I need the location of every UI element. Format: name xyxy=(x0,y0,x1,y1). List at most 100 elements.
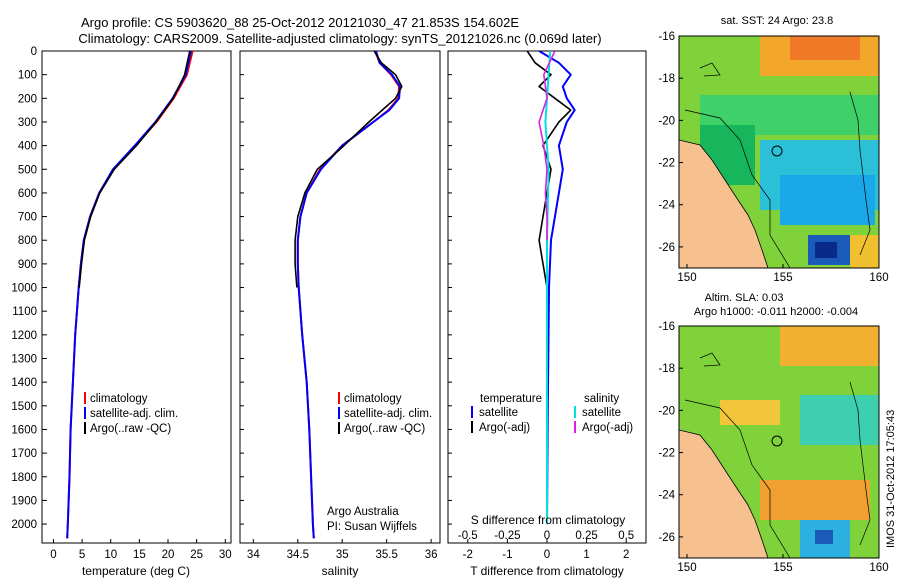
legend-label-s-satellite: satellite xyxy=(582,407,621,419)
temperature-x-axis: 0 5 10 15 20 25 30 xyxy=(50,539,232,561)
depth-tick-label: 1200 xyxy=(11,330,37,342)
temperature-legend: climatology satellite-adj. clim. Argo(..… xyxy=(84,392,178,435)
figure-title-line2: Climatology: CARS2009. Satellite-adjuste… xyxy=(78,31,601,46)
depth-tick-label: 1600 xyxy=(11,424,37,436)
x-tick-label: 5 xyxy=(79,549,85,561)
legend-label-argo: Argo(..raw -QC) xyxy=(344,423,425,435)
temperature-panel xyxy=(41,50,232,544)
credit-line2: PI: Susan Wijffels xyxy=(327,521,417,533)
coastline xyxy=(679,139,769,268)
lat-tick-label: -22 xyxy=(658,448,675,460)
difference-profiles xyxy=(526,51,576,525)
legend-label-t-satellite: satellite xyxy=(479,407,518,419)
lon-tick-label: 150 xyxy=(677,562,696,574)
x-tick-label: 34.5 xyxy=(287,549,309,561)
high-sla xyxy=(780,326,879,366)
isobath-contour xyxy=(684,109,791,268)
legend-label-climatology: climatology xyxy=(344,393,402,405)
t-difference-x-axis: -2 -1 0 1 2 xyxy=(463,539,629,561)
lat-tick-label: -24 xyxy=(658,490,675,502)
x-tick-label: 34 xyxy=(247,549,260,561)
x-tick-label: 35.5 xyxy=(375,549,397,561)
low-sla xyxy=(800,395,879,445)
x-tick-label: 30 xyxy=(219,549,232,561)
series-salinity-argo-adj- xyxy=(538,51,556,241)
legend-label-s-argo: Argo(-adj) xyxy=(582,422,633,434)
x-tick-label: 36 xyxy=(425,549,438,561)
depth-tick-label: 1300 xyxy=(11,354,37,366)
s-diff-tick-label: 0.25 xyxy=(575,530,597,542)
figure-title-line1: Argo profile: CS 5903620_88 25-Oct-2012 … xyxy=(81,15,519,30)
lat-tick-label: -26 xyxy=(658,242,675,254)
high-sla xyxy=(720,400,780,425)
lon-tick-label: 155 xyxy=(773,562,792,574)
low-sla-core xyxy=(815,530,833,544)
lon-tick-label: 155 xyxy=(773,272,792,284)
reef-outline xyxy=(699,352,721,367)
x-tick-label: 15 xyxy=(133,549,146,561)
lat-tick-label: -18 xyxy=(658,363,675,375)
x-tick-label: 0 xyxy=(50,549,56,561)
depth-tick-label: 1100 xyxy=(12,306,37,318)
s-diff-tick-label: -0.25 xyxy=(494,530,520,542)
lon-tick-label: 160 xyxy=(869,272,888,284)
warm-anomaly xyxy=(790,36,860,60)
salinity-legend: climatology satellite-adj. clim. Argo(..… xyxy=(338,392,432,435)
sla-map-title-line2: Argo h1000: -0.011 h2000: -0.004 xyxy=(694,306,858,318)
reef-outline xyxy=(699,62,721,77)
s-diff-tick-label: -0.5 xyxy=(458,530,478,542)
cool-anomaly xyxy=(780,175,875,225)
lat-tick-label: -24 xyxy=(658,200,675,212)
depth-tick-label: 200 xyxy=(18,93,37,105)
series-temperature-satellite xyxy=(538,51,576,525)
imos-watermark: IMOS 31-Oct-2012 17:05:43 xyxy=(885,410,897,548)
salinity-panel xyxy=(239,50,441,544)
depth-tick-label: 900 xyxy=(18,259,37,271)
depth-tick-label: 400 xyxy=(18,141,37,153)
lat-tick-label: -22 xyxy=(658,158,675,170)
isobath-contour xyxy=(849,91,871,256)
legend-salinity-title: salinity xyxy=(584,393,619,405)
isobath-contour xyxy=(849,381,871,546)
lat-tick-label: -16 xyxy=(658,321,675,333)
lat-tick-label: -26 xyxy=(658,532,675,544)
land-mass xyxy=(679,140,768,268)
lat-tick-label: -20 xyxy=(658,405,675,417)
sst-map xyxy=(679,36,879,268)
argo-float-location xyxy=(771,435,783,447)
sla-map xyxy=(679,326,879,558)
depth-tick-label: 500 xyxy=(18,164,37,176)
series-argo-raw-qc- xyxy=(78,51,191,288)
depth-tick-label: 1000 xyxy=(11,283,37,295)
sst-map-frame xyxy=(678,35,880,269)
x-tick-label: -2 xyxy=(463,549,473,561)
depth-tick-label: 1900 xyxy=(11,495,37,507)
depth-axis: 0 100 200 300 400 500 600 700 800 900 1000 1100 1200… xyxy=(11,46,452,531)
lon-tick-label: 160 xyxy=(869,562,888,574)
sst-map-title: sat. SST: 24 Argo: 23.8 xyxy=(721,15,834,27)
s-difference-xlabel: S difference from climatology xyxy=(471,513,626,527)
x-tick-label: 0 xyxy=(544,549,550,561)
temperature-xlabel: temperature (deg C) xyxy=(82,564,190,578)
depth-tick-label: 800 xyxy=(18,235,37,247)
salinity-x-axis: 34 34.5 35 35.5 36 xyxy=(247,539,438,561)
x-tick-label: 2 xyxy=(623,549,629,561)
x-tick-label: 1 xyxy=(583,549,589,561)
isobath-contour xyxy=(684,399,791,558)
sla-map-title-line1: Altim. SLA: 0.03 xyxy=(705,292,784,304)
lat-tick-label: -16 xyxy=(658,31,675,43)
land-mass xyxy=(679,430,768,558)
depth-tick-label: 300 xyxy=(18,117,37,129)
x-tick-label: 20 xyxy=(162,549,175,561)
legend-label-satellite: satellite-adj. clim. xyxy=(344,408,432,420)
series-argo-raw-qc- xyxy=(294,51,403,288)
legend-label-argo: Argo(..raw -QC) xyxy=(90,423,171,435)
sla-map-axes: -16 -18 -20 -22 -24 -26 150 155 160 xyxy=(658,321,888,574)
cold-core xyxy=(815,242,837,258)
high-sla xyxy=(760,480,870,520)
warm-spot xyxy=(850,235,879,268)
legend-label-satellite: satellite-adj. clim. xyxy=(90,408,178,420)
t-difference-xlabel: T difference from climatology xyxy=(470,564,624,578)
coastline xyxy=(679,429,769,558)
x-tick-label: 25 xyxy=(190,549,203,561)
